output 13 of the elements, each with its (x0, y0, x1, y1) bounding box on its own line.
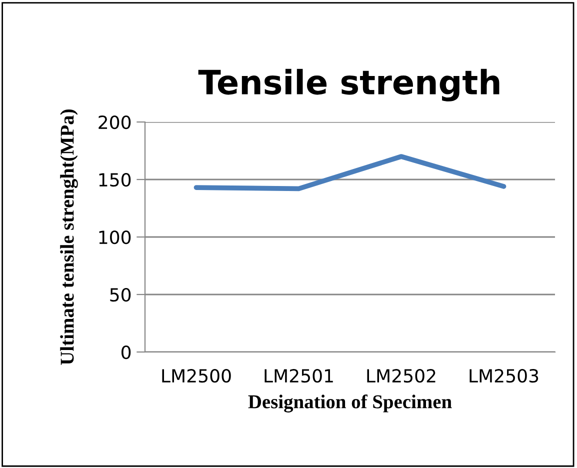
x-tick-label: LM2503 (470, 368, 538, 383)
x-tick-label: LM2502 (367, 368, 436, 383)
y-tick-label: 50 (110, 288, 131, 302)
x-tick-label: LM2500 (162, 368, 231, 383)
line-series (194, 154, 506, 192)
x-axis-title: Designation of Specimen (248, 394, 452, 412)
y-tick-label: 0 (122, 345, 131, 360)
y-axis-title: Ultimate tensile strenght(MPa) (60, 110, 78, 365)
y-tick-label: 100 (99, 230, 131, 244)
y-tick-label: 150 (99, 172, 131, 187)
chart-title: Tensile strength (198, 68, 500, 102)
y-tick-label: 200 (98, 115, 131, 130)
x-tick-label: LM2501 (264, 368, 333, 383)
